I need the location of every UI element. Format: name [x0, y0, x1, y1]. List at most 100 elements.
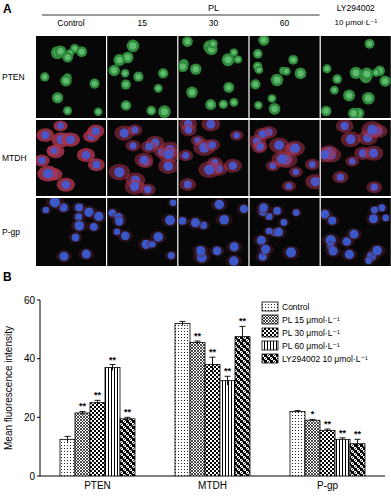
- y-tick: [37, 417, 40, 418]
- legend-label: PL 60 μmol·L⁻¹: [282, 341, 340, 351]
- cytoplasm: [336, 120, 354, 133]
- panel-label: A: [3, 2, 12, 16]
- legend-swatch: [262, 315, 278, 324]
- nucleus: [121, 80, 131, 90]
- nucleus: [206, 120, 215, 129]
- nucleus: [332, 74, 342, 84]
- cytoplasm: [289, 167, 303, 177]
- cytoplasm: [87, 125, 104, 138]
- nucleus: [121, 69, 129, 77]
- nucleus-core: [96, 109, 101, 114]
- nucleus: [121, 100, 131, 110]
- nucleus: [219, 100, 228, 109]
- nucleus-core: [325, 66, 330, 71]
- nucleus: [234, 56, 242, 64]
- cytoplasm: [226, 255, 243, 266]
- cytoplasm: [180, 124, 196, 136]
- micrograph: [321, 36, 391, 119]
- cytoplasm: [40, 206, 51, 215]
- nucleus: [182, 152, 189, 159]
- nucleus: [371, 184, 378, 191]
- nucleus: [337, 173, 344, 180]
- y-tick: [37, 358, 40, 359]
- nucleus: [379, 75, 390, 86]
- nucleus: [346, 135, 356, 145]
- nucleus-core: [193, 66, 199, 72]
- nucleus-core: [225, 56, 232, 63]
- column-label: 60: [280, 18, 290, 28]
- nucleus: [158, 105, 171, 118]
- nucleus: [145, 143, 153, 151]
- nucleus: [38, 157, 46, 165]
- micrograph: [107, 120, 181, 196]
- significance: **: [239, 316, 247, 326]
- bar: [335, 439, 350, 476]
- micrograph-bg: [107, 198, 177, 266]
- x-tick-label: P-gp: [317, 480, 339, 491]
- bar: [305, 420, 320, 476]
- nucleus: [259, 130, 267, 138]
- cytoplasm: [179, 178, 196, 191]
- cytoplasm: [78, 248, 94, 260]
- column-label: LY294002: [337, 3, 375, 13]
- nucleus: [186, 87, 197, 98]
- bar: [105, 367, 120, 476]
- nucleus: [76, 46, 87, 57]
- significance: **: [339, 428, 347, 438]
- nucleus: [43, 207, 49, 213]
- bar: [290, 411, 305, 476]
- nucleus: [255, 66, 264, 75]
- nucleus-core: [270, 96, 275, 101]
- nucleus: [66, 135, 75, 144]
- nucleus: [328, 217, 336, 225]
- nucleus: [146, 106, 156, 116]
- nucleus: [205, 99, 216, 110]
- error-bar: [125, 417, 131, 420]
- nucleus-core: [79, 49, 85, 55]
- cytoplasm: [158, 147, 177, 163]
- nucleus-core: [346, 92, 353, 99]
- nucleus: [204, 164, 214, 174]
- cytoplasm: [36, 128, 54, 142]
- bar: [350, 444, 365, 476]
- cytoplasm: [192, 244, 208, 257]
- cells: [321, 120, 388, 193]
- nucleus-core: [65, 108, 70, 113]
- micrograph-bg: [321, 36, 391, 118]
- nucleus-core: [297, 70, 303, 76]
- cells: [250, 126, 320, 191]
- nucleus-core: [284, 69, 289, 74]
- y-tick-label: 60: [24, 295, 36, 306]
- header-line: [42, 15, 320, 16]
- nucleus: [365, 258, 371, 264]
- nucleus: [295, 68, 307, 80]
- nucleus: [253, 49, 263, 59]
- cytoplasm: [305, 159, 320, 170]
- nucleus-core: [332, 88, 337, 93]
- nucleus: [92, 161, 100, 169]
- cytoplasm: [37, 166, 58, 182]
- nucleus-core: [189, 89, 195, 95]
- nucleus: [257, 143, 264, 150]
- nucleus-core: [236, 57, 240, 61]
- nucleus-core: [136, 74, 142, 80]
- cytoplasm: [161, 213, 177, 227]
- cytoplasm: [150, 230, 167, 243]
- nucleus: [330, 86, 339, 95]
- nucleus: [311, 177, 320, 186]
- nucleus: [92, 127, 100, 135]
- dose-label: 10 μmol·L⁻¹: [334, 18, 377, 27]
- nucleus: [309, 161, 316, 168]
- x-tick-label: PTEN: [84, 480, 111, 491]
- error-bar: [210, 357, 216, 372]
- nucleus: [280, 219, 287, 226]
- nucleus-core: [261, 37, 267, 43]
- nucleus: [329, 246, 338, 255]
- cytoplasm: [278, 218, 290, 227]
- nucleus: [286, 183, 292, 189]
- nucleus-core: [180, 64, 186, 70]
- cytoplasm: [263, 226, 275, 235]
- cytoplasm: [56, 250, 72, 263]
- cytoplasm: [254, 128, 270, 141]
- nucleus-core: [149, 108, 154, 113]
